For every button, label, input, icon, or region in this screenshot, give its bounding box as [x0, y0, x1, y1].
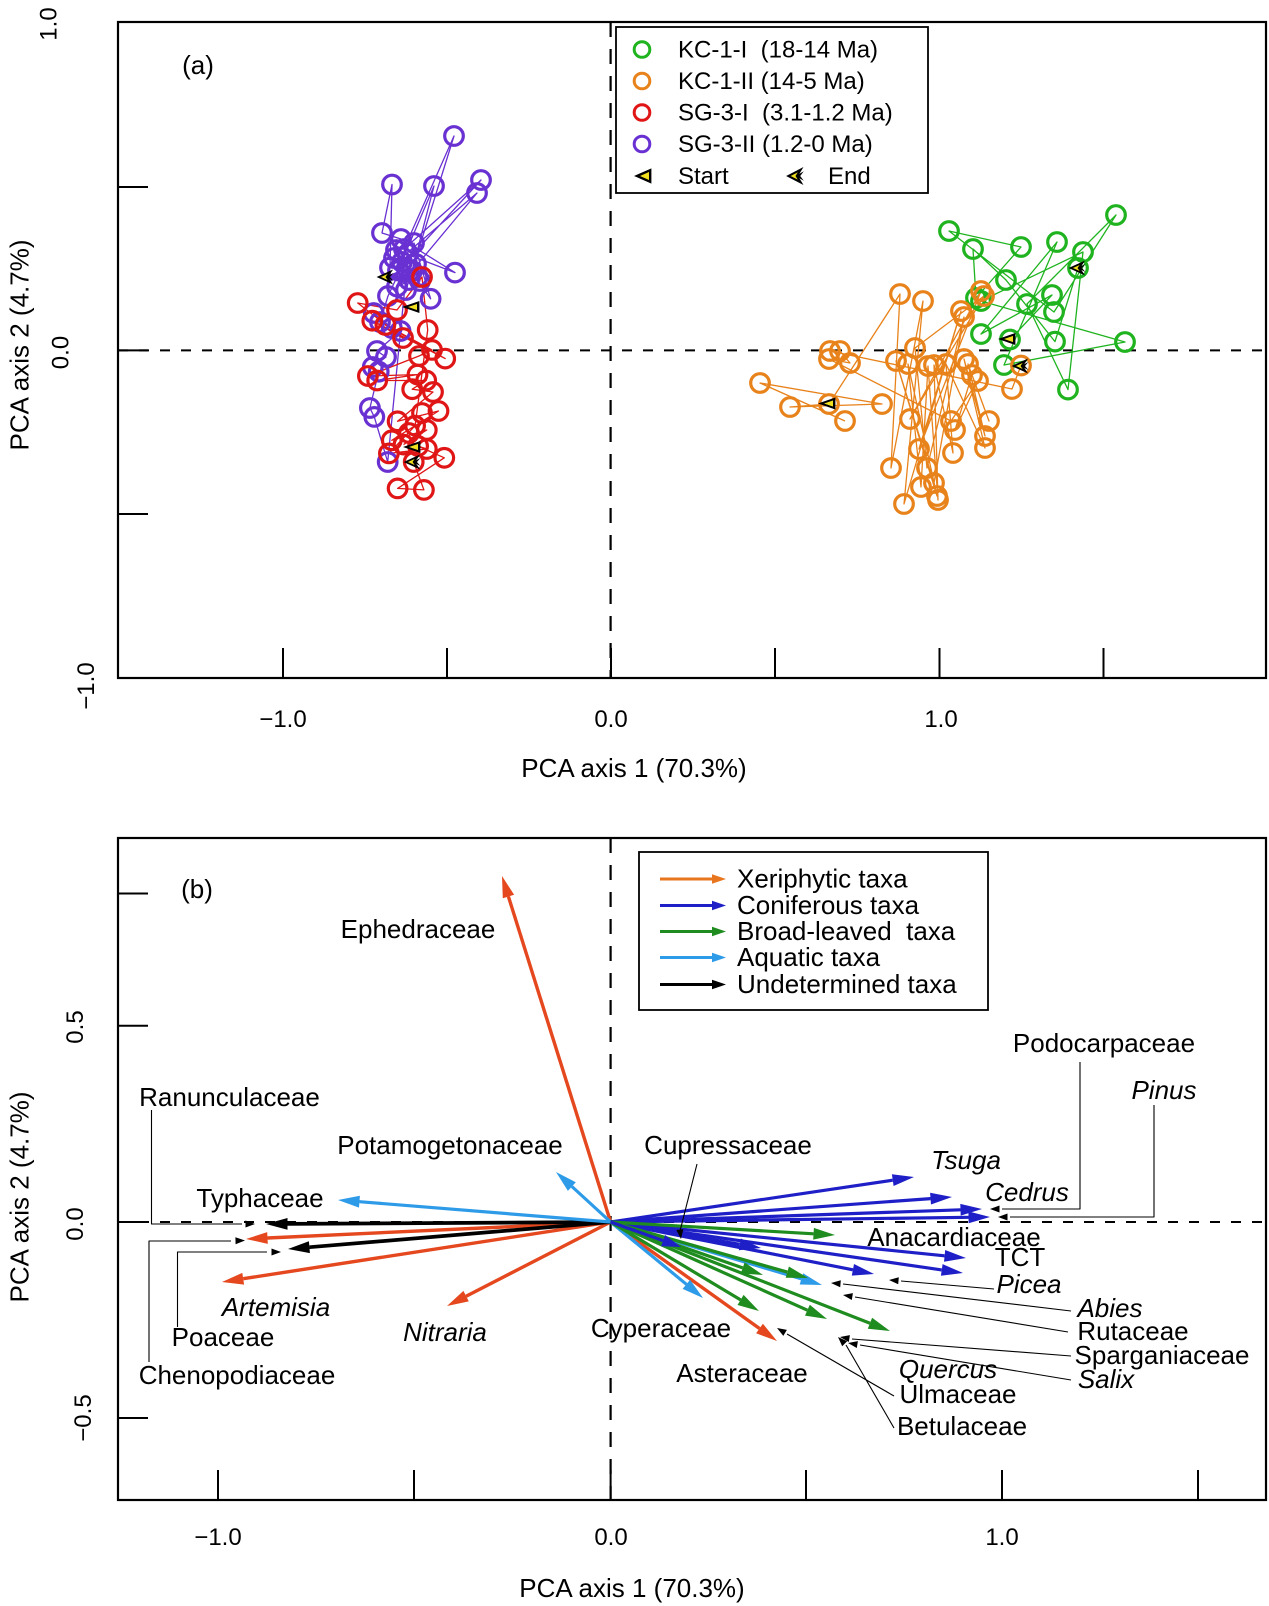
svg-text:Ulmaceae: Ulmaceae: [899, 1379, 1016, 1409]
svg-text:Betulaceae: Betulaceae: [897, 1411, 1027, 1441]
svg-text:−1.0: −1.0: [259, 706, 306, 733]
svg-text:1.0: 1.0: [924, 706, 957, 733]
svg-text:Artemisia: Artemisia: [220, 1292, 330, 1322]
svg-text:0.0: 0.0: [62, 1207, 89, 1240]
svg-text:Cedrus: Cedrus: [985, 1177, 1069, 1207]
svg-text:Abies: Abies: [1075, 1293, 1142, 1323]
svg-text:Rutaceae: Rutaceae: [1077, 1316, 1188, 1346]
svg-text:Cyperaceae: Cyperaceae: [591, 1313, 731, 1343]
svg-text:Chenopodiaceae: Chenopodiaceae: [139, 1360, 336, 1390]
svg-text:TCT: TCT: [995, 1242, 1046, 1272]
svg-text:Ephedraceae: Ephedraceae: [341, 914, 496, 944]
svg-text:1.0: 1.0: [985, 1524, 1018, 1551]
svg-text:Coniferous taxa: Coniferous taxa: [737, 890, 920, 920]
svg-text:PCA axis 2 (4.7%): PCA axis 2 (4.7%): [5, 240, 35, 451]
svg-text:KC-1-I (18-14 Ma): KC-1-I (18-14 Ma): [678, 37, 878, 64]
svg-text:(b): (b): [181, 874, 213, 904]
svg-text:−0.5: −0.5: [70, 1394, 97, 1441]
svg-text:0.5: 0.5: [62, 1010, 89, 1043]
svg-text:Broad-leaved taxa: Broad-leaved taxa: [737, 916, 956, 946]
svg-text:Potamogetonaceae: Potamogetonaceae: [337, 1130, 563, 1160]
svg-text:Pinus: Pinus: [1131, 1075, 1196, 1105]
svg-text:Tsuga: Tsuga: [931, 1145, 1001, 1175]
svg-text:Nitraria: Nitraria: [403, 1317, 487, 1347]
svg-text:PCA axis 2 (4.7%): PCA axis 2 (4.7%): [5, 1092, 35, 1303]
svg-text:−1.0: −1.0: [73, 662, 100, 709]
svg-text:SG-3-II (1.2-0 Ma): SG-3-II (1.2-0 Ma): [678, 131, 873, 158]
svg-text:Start: Start: [678, 163, 729, 190]
svg-text:SG-3-I (3.1-1.2 Ma): SG-3-I (3.1-1.2 Ma): [678, 100, 893, 127]
svg-text:1.0: 1.0: [35, 7, 62, 40]
svg-text:KC-1-II (14-5 Ma): KC-1-II (14-5 Ma): [678, 68, 865, 95]
svg-text:Poaceae: Poaceae: [172, 1322, 275, 1352]
svg-text:0.0: 0.0: [594, 1524, 627, 1551]
svg-text:Sparganiaceae: Sparganiaceae: [1075, 1340, 1250, 1370]
svg-text:Typhaceae: Typhaceae: [196, 1183, 323, 1213]
svg-text:Undetermined taxa: Undetermined taxa: [737, 969, 957, 999]
svg-text:Picea: Picea: [996, 1269, 1061, 1299]
svg-text:0.0: 0.0: [48, 336, 75, 369]
svg-text:Salix: Salix: [1078, 1364, 1135, 1394]
svg-text:Asteraceae: Asteraceae: [676, 1358, 808, 1388]
svg-text:0.0: 0.0: [594, 706, 627, 733]
svg-text:Cupressaceae: Cupressaceae: [644, 1130, 812, 1160]
svg-text:End: End: [828, 163, 871, 190]
svg-text:Xeriphytic taxa: Xeriphytic taxa: [737, 864, 908, 894]
svg-text:−1.0: −1.0: [194, 1524, 241, 1551]
svg-text:Aquatic taxa: Aquatic taxa: [737, 942, 881, 972]
svg-text:(a): (a): [182, 50, 214, 80]
svg-text:Podocarpaceae: Podocarpaceae: [1013, 1028, 1195, 1058]
svg-text:Anacardiaceae: Anacardiaceae: [867, 1222, 1040, 1252]
svg-text:Ranunculaceae: Ranunculaceae: [139, 1082, 320, 1112]
svg-text:PCA axis 1 (70.3%): PCA axis 1 (70.3%): [519, 1573, 744, 1603]
svg-text:PCA axis 1 (70.3%): PCA axis 1 (70.3%): [521, 753, 746, 783]
svg-text:Quercus: Quercus: [899, 1354, 997, 1384]
